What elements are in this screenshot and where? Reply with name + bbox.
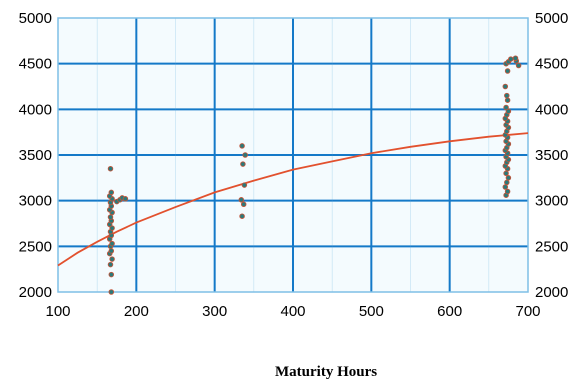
y-tick-label-right-4500: 4500 bbox=[535, 56, 568, 73]
data-point bbox=[503, 170, 509, 177]
x-axis-label: Maturity Hours bbox=[275, 364, 377, 380]
data-point bbox=[502, 184, 509, 190]
x-tick-label-400: 400 bbox=[280, 303, 305, 320]
data-point bbox=[107, 214, 114, 220]
data-point bbox=[505, 175, 512, 181]
data-point bbox=[512, 55, 519, 61]
data-point bbox=[238, 197, 245, 203]
y-tick-label-right-5000: 5000 bbox=[535, 10, 568, 27]
data-point bbox=[241, 182, 248, 188]
x-tick-label-200: 200 bbox=[124, 303, 149, 320]
plot-frame bbox=[57, 17, 529, 293]
data-point bbox=[108, 248, 115, 254]
y-tick-label-right-2000: 2000 bbox=[535, 284, 568, 301]
data-point bbox=[109, 225, 115, 231]
y-tick-label-right-3500: 3500 bbox=[535, 147, 568, 164]
data-point bbox=[503, 104, 509, 111]
data-point bbox=[107, 165, 114, 172]
x-tick-label-500: 500 bbox=[359, 303, 384, 320]
y-tick-label-left-5000: 5000 bbox=[19, 10, 52, 27]
y-tick-label-right-4000: 4000 bbox=[535, 101, 568, 118]
left-y-ticks: 2000 2500 3000 3500 4000 4500 5000 bbox=[19, 10, 52, 301]
data-point bbox=[239, 143, 245, 149]
data-point bbox=[109, 240, 115, 247]
x-tick-label-300: 300 bbox=[202, 303, 227, 320]
y-tick-label-left-2000: 2000 bbox=[19, 284, 52, 301]
data-point bbox=[122, 196, 129, 202]
x-ticks: 100 200 300 400 500 600 700 bbox=[45, 303, 540, 320]
data-point bbox=[504, 68, 511, 74]
y-tick-label-right-2500: 2500 bbox=[535, 238, 568, 255]
data-point bbox=[108, 189, 115, 196]
data-point bbox=[504, 179, 510, 186]
data-point bbox=[239, 213, 245, 219]
y-tick-label-left-4000: 4000 bbox=[19, 101, 52, 118]
data-point bbox=[515, 62, 522, 69]
y-tick-label-left-2500: 2500 bbox=[19, 238, 52, 255]
x-tick-label-700: 700 bbox=[515, 303, 540, 320]
y-tick-label-left-3500: 3500 bbox=[19, 147, 52, 164]
data-point bbox=[240, 161, 246, 167]
data-point bbox=[504, 92, 510, 99]
data-point bbox=[242, 152, 248, 158]
data-point bbox=[504, 97, 511, 103]
fit-curve bbox=[57, 132, 529, 267]
x-tick-label-600: 600 bbox=[437, 303, 462, 320]
data-point bbox=[502, 83, 509, 90]
data-point bbox=[240, 201, 247, 208]
curve-layer bbox=[57, 132, 529, 267]
right-y-ticks: 2000 2500 3000 3500 4000 4500 5000 bbox=[535, 10, 568, 301]
y-tick-label-left-4500: 4500 bbox=[19, 56, 52, 73]
data-point bbox=[109, 256, 115, 262]
data-point bbox=[107, 261, 114, 268]
data-point bbox=[108, 289, 115, 295]
y-tick-label-left-3000: 3000 bbox=[19, 193, 52, 210]
points-layer bbox=[106, 55, 522, 295]
y-tick-label-right-3000: 3000 bbox=[535, 193, 568, 210]
data-point bbox=[108, 271, 115, 278]
x-tick-label-100: 100 bbox=[45, 303, 70, 320]
data-point bbox=[504, 188, 511, 195]
data-point bbox=[508, 56, 514, 62]
grid-lines bbox=[58, 18, 528, 292]
